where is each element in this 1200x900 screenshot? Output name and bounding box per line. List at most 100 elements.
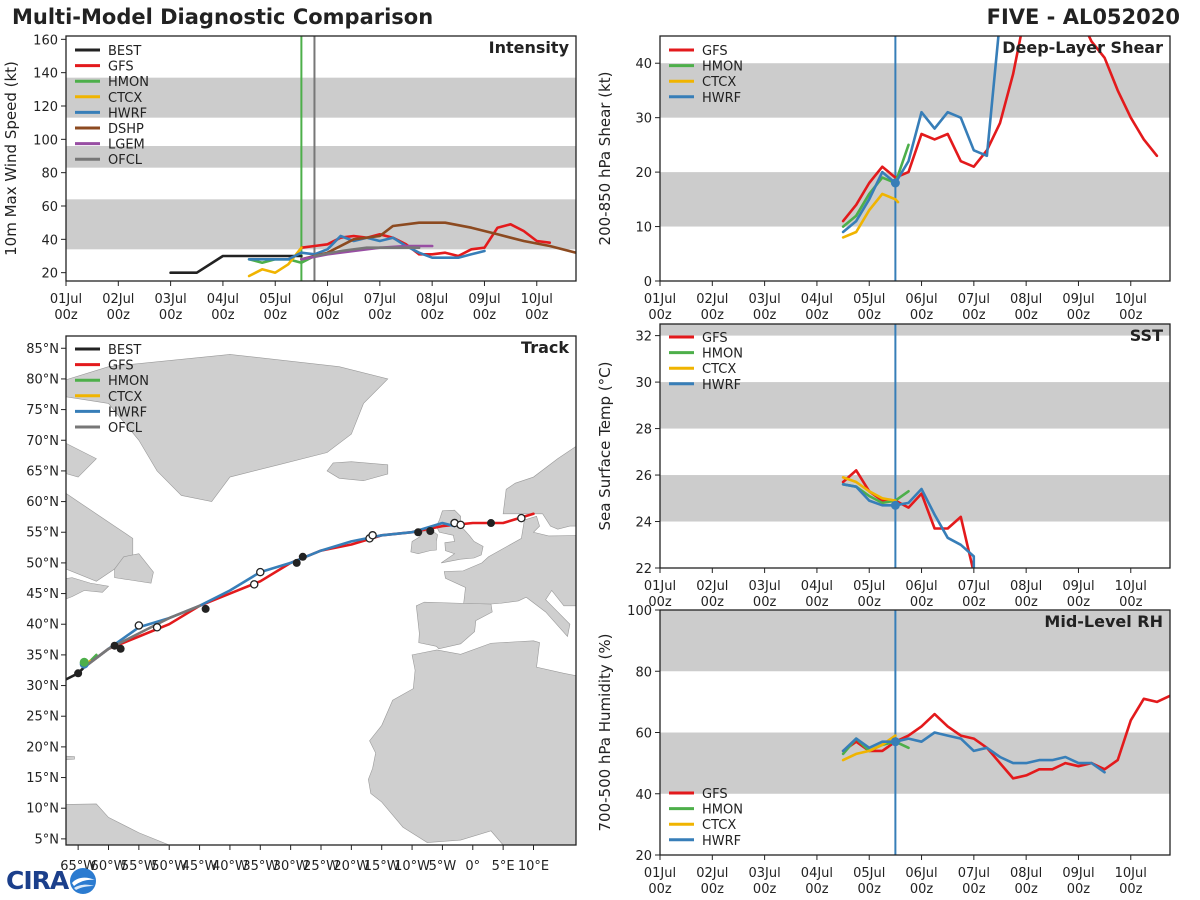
ireland (410, 530, 438, 555)
rh-legend-label-hwrf: HWRF (702, 834, 741, 849)
track-ytick-label-0: 5°N (35, 832, 60, 847)
intensity-ytick-label-0: 20 (41, 267, 58, 282)
us-east-coast (0, 624, 14, 715)
track-marker-open-2 (249, 580, 259, 589)
intensity-band-1 (66, 146, 576, 168)
sst-ytick-label-3: 28 (635, 423, 652, 438)
track-xtick-label-7: 30°W (273, 859, 309, 874)
intensity-legend-label-dshp: DSHP (108, 122, 144, 137)
track-ytick-label-8: 45°N (26, 587, 59, 602)
rh-ylabel: 700-500 hPa Humidity (%) (596, 633, 614, 831)
baffin-island (66, 442, 97, 478)
intensity-series-dshp (300, 221, 576, 261)
track-ytick-label-1: 10°N (26, 802, 59, 817)
rh-xtick-day-1: 02Jul (696, 866, 728, 881)
shear-band-0 (660, 172, 1170, 227)
rh-xtick-hour-6: 00z (962, 882, 986, 897)
rh-legend-label-hmon: HMON (702, 803, 743, 818)
sst-xtick-hour-0: 00z (648, 595, 672, 610)
shear-xtick-hour-3: 00z (805, 308, 829, 323)
iceland (326, 461, 389, 482)
shear-legend-label-gfs: GFS (702, 44, 728, 59)
rh-ytick-label-0: 20 (635, 849, 652, 864)
shear-title: Deep-Layer Shear (1002, 38, 1163, 57)
rh-xtick-hour-8: 00z (1067, 882, 1091, 897)
intensity-ytick-label-5: 120 (33, 100, 58, 115)
sst-xtick-day-9: 10Jul (1115, 579, 1147, 594)
intensity-xtick-hour-3: 00z (211, 308, 235, 323)
track-marker-open-3 (256, 567, 265, 577)
intensity-xtick-hour-8: 00z (473, 308, 497, 323)
track-legend-label-hmon: HMON (108, 374, 149, 389)
rh-hwrf-marker (890, 737, 900, 747)
intensity-legend-label-hmon: HMON (108, 75, 149, 90)
track-marker-open-1 (152, 623, 162, 632)
track-ytick-label-12: 65°N (26, 464, 59, 479)
track-ytick-label-9: 50°N (26, 556, 59, 571)
track-ytick-label-3: 20°N (26, 740, 59, 755)
track-marker-filled-3 (201, 604, 210, 613)
sst-xtick-hour-9: 00z (1119, 595, 1143, 610)
intensity-legend-label-best: BEST (108, 44, 141, 59)
rh-band-1 (660, 610, 1170, 672)
sst-band-0 (660, 475, 1170, 522)
shear-xtick-day-3: 04Jul (801, 292, 833, 307)
rh-ytick-label-3: 80 (635, 665, 652, 680)
shear-xtick-hour-5: 00z (910, 308, 934, 323)
shear-xtick-hour-7: 00z (1014, 308, 1038, 323)
sst-ytick-label-5: 32 (635, 330, 652, 345)
logo-globe-icon (70, 867, 97, 894)
intensity-xtick-hour-6: 00z (368, 308, 392, 323)
rh-ytick-label-1: 40 (635, 788, 652, 803)
newfoundland (114, 553, 154, 584)
intensity-xtick-day-8: 09Jul (468, 292, 500, 307)
shear-panel: Deep-Layer Shear01020304001Jul00z02Jul00… (596, 35, 1171, 323)
track-legend-label-ctcx: CTCX (108, 390, 142, 405)
sst-legend-label-hmon: HMON (702, 347, 743, 362)
shear-xtick-day-1: 02Jul (696, 292, 728, 307)
sst-ytick-label-1: 24 (635, 516, 652, 531)
track-marker-open-0 (134, 621, 144, 630)
shear-frame (659, 35, 1171, 282)
shear-legend-label-hmon: HMON (702, 60, 743, 75)
track-marker-filled-5 (298, 552, 307, 561)
intensity-xtick-day-1: 02Jul (102, 292, 134, 307)
sst-plot-bg (660, 324, 1170, 568)
shear-band-1 (660, 63, 1170, 118)
track-ytick-label-7: 40°N (26, 618, 59, 633)
track-marker-open-7 (456, 520, 465, 530)
track-marker-filled-1 (110, 641, 119, 650)
track-title: Track (521, 338, 569, 357)
europe (443, 515, 576, 638)
rh-ytick-label-2: 60 (635, 727, 652, 742)
shear-ytick-label-0: 0 (644, 275, 652, 290)
track-marker-open-5 (368, 531, 377, 540)
intensity-xtick-day-0: 01Jul (50, 292, 82, 307)
track-marker-open-8 (517, 513, 526, 523)
sst-xtick-hour-4: 00z (858, 595, 882, 610)
track-xtick-label-14: 5°E (492, 859, 515, 874)
track-marker-filled-6 (414, 528, 423, 537)
sst-xtick-hour-7: 00z (1014, 595, 1038, 610)
track-xtick-label-6: 35°W (242, 859, 278, 874)
shear-ytick-label-1: 10 (635, 221, 652, 236)
shear-xtick-day-8: 09Jul (1062, 292, 1094, 307)
track-series-hwrf (82, 521, 456, 669)
shear-series-hwrf (841, 36, 1000, 234)
track-ytick-label-16: 85°N (26, 342, 59, 357)
sst-xtick-day-7: 08Jul (1010, 579, 1042, 594)
scandinavia (502, 446, 576, 530)
intensity-xtick-hour-7: 00z (420, 308, 444, 323)
rh-xtick-day-4: 05Jul (853, 866, 885, 881)
track-marker-filled-0 (74, 669, 83, 678)
rh-xtick-day-9: 10Jul (1115, 866, 1147, 881)
sst-xtick-hour-1: 00z (701, 595, 725, 610)
cira-logo: CIRA (6, 866, 98, 895)
track-marker-filled-7 (426, 527, 435, 536)
intensity-legend-label-hwrf: HWRF (108, 106, 147, 121)
sst-xtick-hour-2: 00z (753, 595, 777, 610)
maritimes (66, 577, 110, 600)
intensity-ytick-label-1: 40 (41, 233, 58, 248)
sst-xtick-day-0: 01Jul (644, 579, 676, 594)
track-marker-filled-4 (292, 558, 301, 567)
